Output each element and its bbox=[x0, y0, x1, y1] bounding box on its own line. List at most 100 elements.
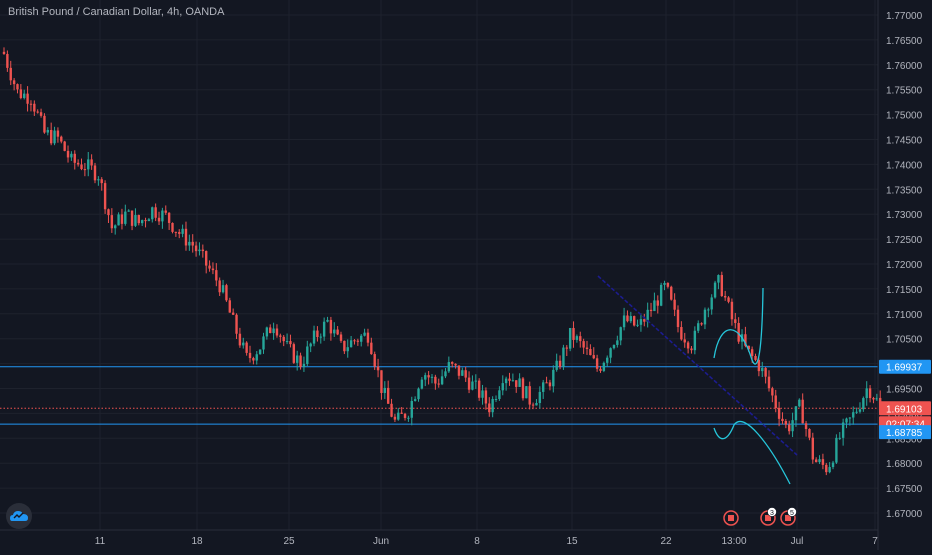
candle bbox=[754, 353, 757, 362]
candle bbox=[852, 406, 855, 425]
candle bbox=[410, 396, 413, 426]
candle bbox=[659, 282, 663, 307]
candle bbox=[147, 217, 151, 222]
candle bbox=[676, 305, 680, 333]
candle-body bbox=[491, 399, 494, 413]
candle bbox=[326, 316, 329, 323]
candle-body bbox=[242, 342, 245, 346]
candle bbox=[636, 319, 639, 328]
candle-body bbox=[336, 329, 339, 335]
candle-body bbox=[444, 371, 447, 377]
candle-body bbox=[299, 355, 302, 368]
candle bbox=[339, 331, 343, 343]
candle-body bbox=[693, 330, 697, 351]
candle-body bbox=[754, 355, 757, 360]
candle bbox=[531, 402, 535, 410]
candle bbox=[643, 313, 646, 327]
candle bbox=[494, 395, 498, 403]
event-count-circle bbox=[787, 507, 797, 517]
candle bbox=[164, 205, 167, 215]
price-tick-label: 1.67000 bbox=[886, 509, 923, 520]
candle bbox=[464, 366, 467, 382]
candle-body bbox=[784, 420, 788, 425]
candle-body bbox=[488, 403, 491, 413]
candle bbox=[376, 358, 380, 378]
event-count-circle bbox=[767, 507, 777, 517]
candle bbox=[103, 180, 107, 214]
candle bbox=[80, 158, 83, 171]
candle-body bbox=[552, 369, 555, 387]
candle-body bbox=[777, 408, 781, 419]
candle bbox=[595, 354, 599, 372]
event-count-text: 3 bbox=[770, 510, 774, 517]
tradingview-logo-icon[interactable] bbox=[6, 503, 32, 529]
candle bbox=[238, 327, 242, 348]
candle-body bbox=[781, 418, 784, 421]
candle-body bbox=[542, 382, 545, 392]
candle-body bbox=[427, 375, 430, 378]
candle-body bbox=[252, 358, 255, 361]
candle-body bbox=[151, 207, 154, 220]
candle bbox=[515, 380, 518, 393]
event-badge-icon[interactable] bbox=[723, 510, 739, 526]
trendline bbox=[597, 275, 798, 456]
candle bbox=[198, 242, 201, 256]
candle-body bbox=[619, 327, 622, 341]
candle bbox=[565, 345, 568, 356]
candle bbox=[757, 357, 761, 377]
candle-body bbox=[467, 377, 471, 390]
candle bbox=[690, 346, 693, 354]
candle bbox=[454, 363, 457, 369]
candle-body bbox=[683, 339, 686, 343]
candle bbox=[46, 127, 50, 136]
candle-body bbox=[848, 417, 852, 419]
candle bbox=[430, 373, 434, 384]
candle-body bbox=[370, 342, 373, 355]
candle-body bbox=[390, 403, 393, 417]
candle bbox=[137, 214, 140, 226]
candle-body bbox=[606, 357, 609, 363]
candle-body bbox=[632, 316, 636, 326]
price-tick-label: 1.75000 bbox=[886, 111, 923, 122]
price-label-text: 1.68785 bbox=[886, 428, 923, 439]
candle bbox=[248, 345, 252, 363]
candle-body bbox=[228, 300, 231, 313]
candle-body bbox=[636, 324, 639, 326]
candle bbox=[252, 356, 255, 365]
candle bbox=[208, 260, 211, 272]
candle bbox=[205, 250, 208, 274]
candle bbox=[285, 333, 289, 345]
candle-body bbox=[238, 333, 242, 346]
candle-body bbox=[521, 378, 525, 399]
candle bbox=[599, 365, 602, 373]
candle-body bbox=[494, 398, 498, 400]
candle bbox=[653, 292, 656, 312]
candle-body bbox=[53, 130, 56, 144]
candle-body bbox=[670, 286, 673, 300]
candle-body bbox=[161, 210, 164, 222]
candle-body bbox=[137, 215, 140, 224]
price-label-text: 02:07:34 bbox=[886, 419, 925, 430]
event-flag bbox=[785, 515, 791, 521]
event-badge-icon[interactable]: 3 bbox=[760, 507, 777, 526]
candle-body bbox=[26, 93, 29, 104]
candle-body bbox=[720, 275, 724, 297]
candle bbox=[521, 376, 525, 401]
candle-body bbox=[188, 241, 191, 246]
candle bbox=[875, 393, 879, 401]
candle bbox=[585, 340, 589, 355]
candle-body bbox=[23, 93, 26, 99]
candle bbox=[349, 335, 353, 348]
candle-body bbox=[255, 354, 258, 361]
candle-body bbox=[235, 314, 238, 334]
candle-body bbox=[107, 209, 110, 216]
candle-body bbox=[373, 354, 376, 367]
candle-body bbox=[407, 417, 410, 419]
candle-body bbox=[434, 376, 437, 384]
event-badge-icon[interactable]: 5 bbox=[780, 507, 797, 526]
candle bbox=[23, 89, 26, 100]
candle-body bbox=[413, 399, 417, 401]
price-tick-label: 1.72500 bbox=[886, 235, 923, 246]
